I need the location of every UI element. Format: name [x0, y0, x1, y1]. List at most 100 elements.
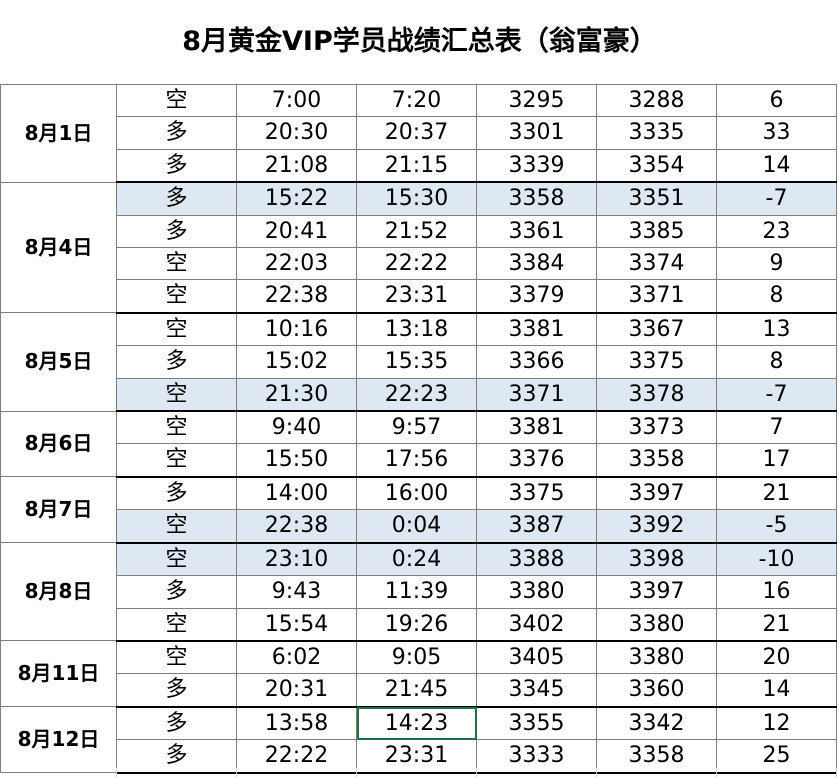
open-time-cell[interactable]: 15:22: [236, 181, 357, 216]
open-time-cell[interactable]: 23:10: [236, 542, 357, 577]
direction-cell[interactable]: 多: [116, 116, 237, 150]
direction-cell[interactable]: 空: [116, 607, 237, 642]
points-cell[interactable]: 33: [716, 116, 837, 150]
exit-price-cell[interactable]: 3373: [596, 410, 717, 445]
date-cell[interactable]: 8月12日: [0, 706, 117, 774]
open-time-cell[interactable]: 22:38: [236, 509, 357, 544]
exit-price-cell[interactable]: 3397: [596, 575, 717, 609]
entry-price-cell[interactable]: 3339: [476, 148, 597, 184]
entry-price-cell[interactable]: 3381: [476, 312, 597, 347]
entry-price-cell[interactable]: 3333: [476, 739, 597, 774]
entry-price-cell[interactable]: 3388: [476, 542, 597, 577]
entry-price-cell[interactable]: 3380: [476, 575, 597, 609]
direction-cell[interactable]: 空: [116, 443, 237, 478]
direction-cell[interactable]: 空: [116, 247, 237, 281]
entry-price-cell[interactable]: 3366: [476, 345, 597, 379]
entry-price-cell[interactable]: 3375: [476, 476, 597, 511]
date-cell[interactable]: 8月6日: [0, 410, 117, 478]
open-time-cell[interactable]: 10:16: [236, 312, 357, 347]
direction-cell[interactable]: 多: [116, 673, 237, 708]
direction-cell[interactable]: 多: [116, 739, 237, 774]
close-time-cell[interactable]: 13:18: [356, 312, 477, 347]
points-cell[interactable]: 21: [716, 607, 837, 642]
open-time-cell[interactable]: 9:40: [236, 410, 357, 445]
entry-price-cell[interactable]: 3345: [476, 673, 597, 708]
date-cell[interactable]: 8月7日: [0, 476, 117, 544]
direction-cell[interactable]: 空: [116, 83, 237, 118]
points-cell[interactable]: 20: [716, 640, 837, 675]
open-time-cell[interactable]: 13:58: [236, 706, 357, 741]
exit-price-cell[interactable]: 3367: [596, 312, 717, 347]
date-cell[interactable]: 8月8日: [0, 542, 117, 642]
close-time-cell[interactable]: 21:45: [356, 673, 477, 708]
entry-price-cell[interactable]: 3301: [476, 116, 597, 150]
close-time-cell[interactable]: 15:35: [356, 345, 477, 379]
points-cell[interactable]: -7: [716, 181, 837, 216]
exit-price-cell[interactable]: 3374: [596, 247, 717, 281]
direction-cell[interactable]: 空: [116, 410, 237, 445]
open-time-cell[interactable]: 20:41: [236, 214, 357, 249]
direction-cell[interactable]: 多: [116, 214, 237, 249]
close-time-cell[interactable]: 15:30: [356, 181, 477, 216]
direction-cell[interactable]: 空: [116, 640, 237, 675]
close-time-cell[interactable]: 0:04: [356, 509, 477, 544]
direction-cell[interactable]: 空: [116, 377, 237, 413]
open-time-cell[interactable]: 21:30: [236, 377, 357, 413]
exit-price-cell[interactable]: 3380: [596, 607, 717, 642]
exit-price-cell[interactable]: 3378: [596, 377, 717, 413]
close-time-cell[interactable]: 23:31: [356, 279, 477, 314]
open-time-cell[interactable]: 14:00: [236, 476, 357, 511]
entry-price-cell[interactable]: 3379: [476, 279, 597, 314]
open-time-cell[interactable]: 15:54: [236, 607, 357, 642]
exit-price-cell[interactable]: 3358: [596, 443, 717, 478]
open-time-cell[interactable]: 20:30: [236, 116, 357, 150]
points-cell[interactable]: 23: [716, 214, 837, 249]
close-time-cell[interactable]: 11:39: [356, 575, 477, 609]
direction-cell[interactable]: 多: [116, 575, 237, 609]
points-cell[interactable]: -7: [716, 377, 837, 413]
date-cell[interactable]: 8月11日: [0, 640, 117, 708]
exit-price-cell[interactable]: 3398: [596, 542, 717, 577]
exit-price-cell[interactable]: 3392: [596, 509, 717, 544]
close-time-cell[interactable]: 7:20: [356, 83, 477, 118]
close-time-cell[interactable]: 16:00: [356, 476, 477, 511]
entry-price-cell[interactable]: 3384: [476, 247, 597, 281]
open-time-cell[interactable]: 20:31: [236, 673, 357, 708]
open-time-cell[interactable]: 15:50: [236, 443, 357, 478]
close-time-cell[interactable]: 22:23: [356, 377, 477, 413]
points-cell[interactable]: 21: [716, 476, 837, 511]
points-cell[interactable]: 9: [716, 247, 837, 281]
points-cell[interactable]: -10: [716, 542, 837, 577]
points-cell[interactable]: 8: [716, 279, 837, 314]
exit-price-cell[interactable]: 3397: [596, 476, 717, 511]
close-time-cell[interactable]: 19:26: [356, 607, 477, 642]
close-time-cell[interactable]: 21:15: [356, 148, 477, 184]
entry-price-cell[interactable]: 3381: [476, 410, 597, 445]
date-cell[interactable]: 8月5日: [0, 312, 117, 412]
exit-price-cell[interactable]: 3385: [596, 214, 717, 249]
points-cell[interactable]: 12: [716, 706, 837, 741]
close-time-cell[interactable]: 21:52: [356, 214, 477, 249]
close-time-cell[interactable]: 20:37: [356, 116, 477, 150]
entry-price-cell[interactable]: 3371: [476, 377, 597, 413]
direction-cell[interactable]: 多: [116, 476, 237, 511]
open-time-cell[interactable]: 6:02: [236, 640, 357, 675]
close-time-cell[interactable]: 22:22: [356, 247, 477, 281]
close-time-cell[interactable]: 0:24: [356, 542, 477, 577]
points-cell[interactable]: 6: [716, 83, 837, 118]
close-time-cell[interactable]: 17:56: [356, 443, 477, 478]
direction-cell[interactable]: 空: [116, 312, 237, 347]
open-time-cell[interactable]: 22:22: [236, 739, 357, 774]
direction-cell[interactable]: 多: [116, 148, 237, 184]
exit-price-cell[interactable]: 3375: [596, 345, 717, 379]
exit-price-cell[interactable]: 3288: [596, 83, 717, 118]
direction-cell[interactable]: 多: [116, 345, 237, 379]
entry-price-cell[interactable]: 3376: [476, 443, 597, 478]
entry-price-cell[interactable]: 3361: [476, 214, 597, 249]
exit-price-cell[interactable]: 3335: [596, 116, 717, 150]
points-cell[interactable]: -5: [716, 509, 837, 544]
date-cell[interactable]: 8月4日: [0, 181, 117, 314]
open-time-cell[interactable]: 21:08: [236, 148, 357, 184]
direction-cell[interactable]: 多: [116, 181, 237, 216]
exit-price-cell[interactable]: 3351: [596, 181, 717, 216]
